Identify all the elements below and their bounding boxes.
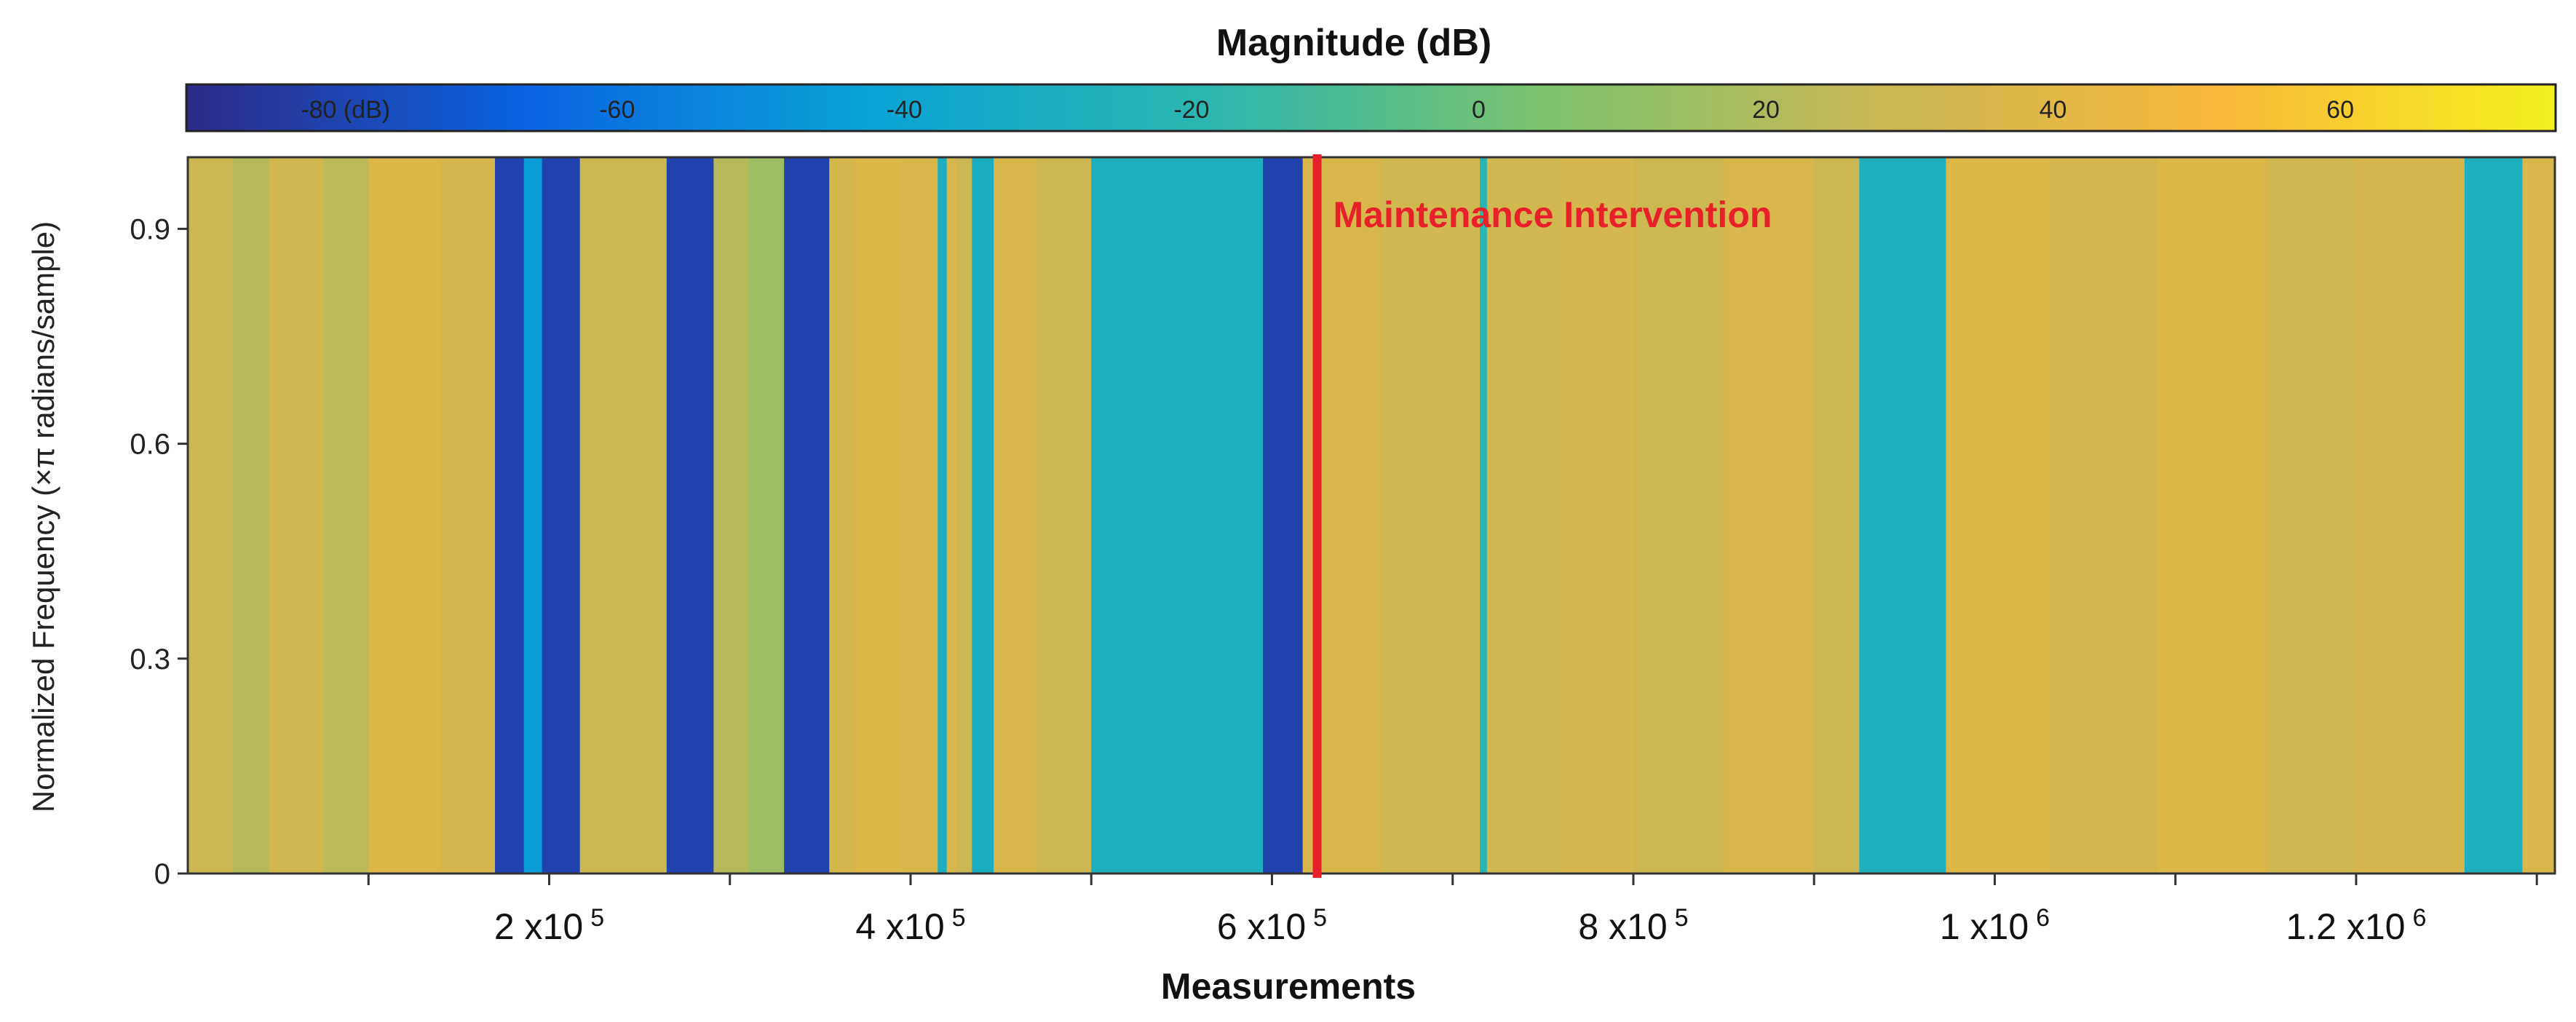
x-tick-label: 1 x10 6 [1940,904,2050,947]
colorbar-gradient [185,83,2557,132]
heatmap-band [495,157,525,874]
x-tick-label: 4 x10 5 [855,904,965,947]
heatmap-band [829,157,857,874]
heatmap-band [946,157,956,874]
y-axis-label: Normalized Frequency (×π radians/sample) [26,221,60,812]
heatmap-band [323,157,369,874]
heatmap-band [956,157,972,874]
maintenance-label: Maintenance Intervention [1333,194,1772,235]
heatmap-band [2157,157,2267,874]
colorbar-tick-label: 20 [1752,96,1780,124]
y-axis: 0 0.3 0.6 0.9 [130,213,188,890]
heatmap-band [2522,157,2555,874]
y-tick-label: 0.3 [130,643,170,676]
heatmap-band [666,157,714,874]
heatmap-band [2464,157,2523,874]
y-tick-label: 0.6 [130,429,170,461]
y-tick-label: 0 [154,858,170,890]
x-tick-label: 6 x10 5 [1217,904,1327,947]
heatmap-band [1486,157,1562,874]
plot-frame [186,156,2556,875]
colorbar-tick-label: -60 [599,96,635,124]
heatmap-band [784,157,830,874]
heatmap-band [1724,157,1815,874]
heatmap-band [1479,157,1488,874]
x-tick-label: 1.2 x10 6 [2286,904,2426,947]
x-axis: 2 x10 5 4 x10 5 6 x10 5 8 x10 5 1 x10 6 1.2 x10 6 [367,874,2538,947]
x-tick-label: 2 x10 5 [494,904,604,947]
colorbar-tick-label: -40 [887,96,922,124]
y-tick-label: 0.9 [130,213,170,245]
chart-title: Magnitude (dB) [1216,22,1491,64]
heatmap-band [1380,157,1481,874]
heatmap-band [1561,157,1634,874]
heatmap-band [188,157,234,874]
heatmap-band [2355,157,2465,874]
heatmap-band [972,157,994,874]
heatmap-band [901,157,938,874]
heatmap-band [233,157,270,874]
colorbar-tick-label: 0 [1472,96,1486,124]
heatmap-band [2048,157,2158,874]
plot-area [186,156,2556,875]
x-tick-label: 8 x10 5 [1578,904,1688,947]
heatmap-band [1633,157,1724,874]
heatmap-band [1946,157,2050,874]
heatmap-band [1263,157,1304,874]
x-axis-label: Measurements [1161,966,1416,1007]
colorbar: -80 (dB) -60 -40 -20 0 20 40 60 [185,83,2557,132]
colorbar-tick-label: 60 [2326,96,2354,124]
heatmap-band [2265,157,2357,874]
heatmap-band [938,157,948,874]
colorbar-tick-label: 40 [2040,96,2067,124]
colorbar-ticks: -80 (dB) -60 -40 -20 0 20 40 60 [301,96,2354,124]
heatmap-band [368,157,442,874]
heatmap-band [748,157,785,874]
heatmap-band [1814,157,1860,874]
heatmap-band [542,157,581,874]
heatmap-band [1091,157,1264,874]
heatmap-band [579,157,667,874]
heatmap-band [523,157,543,874]
heatmap-band [856,157,903,874]
heatmap-band [1859,157,1947,874]
heatmap-band [1037,157,1092,874]
heatmap-band [440,157,496,874]
heatmap-band [713,157,749,874]
colorbar-tick-label: -20 [1173,96,1209,124]
heatmap-bands [188,157,2555,874]
colorbar-tick-label: -80 (dB) [301,96,390,124]
heatmap-band [994,157,1038,874]
maintenance-annotation: Maintenance Intervention [1312,154,1772,878]
heatmap-band [269,157,324,874]
